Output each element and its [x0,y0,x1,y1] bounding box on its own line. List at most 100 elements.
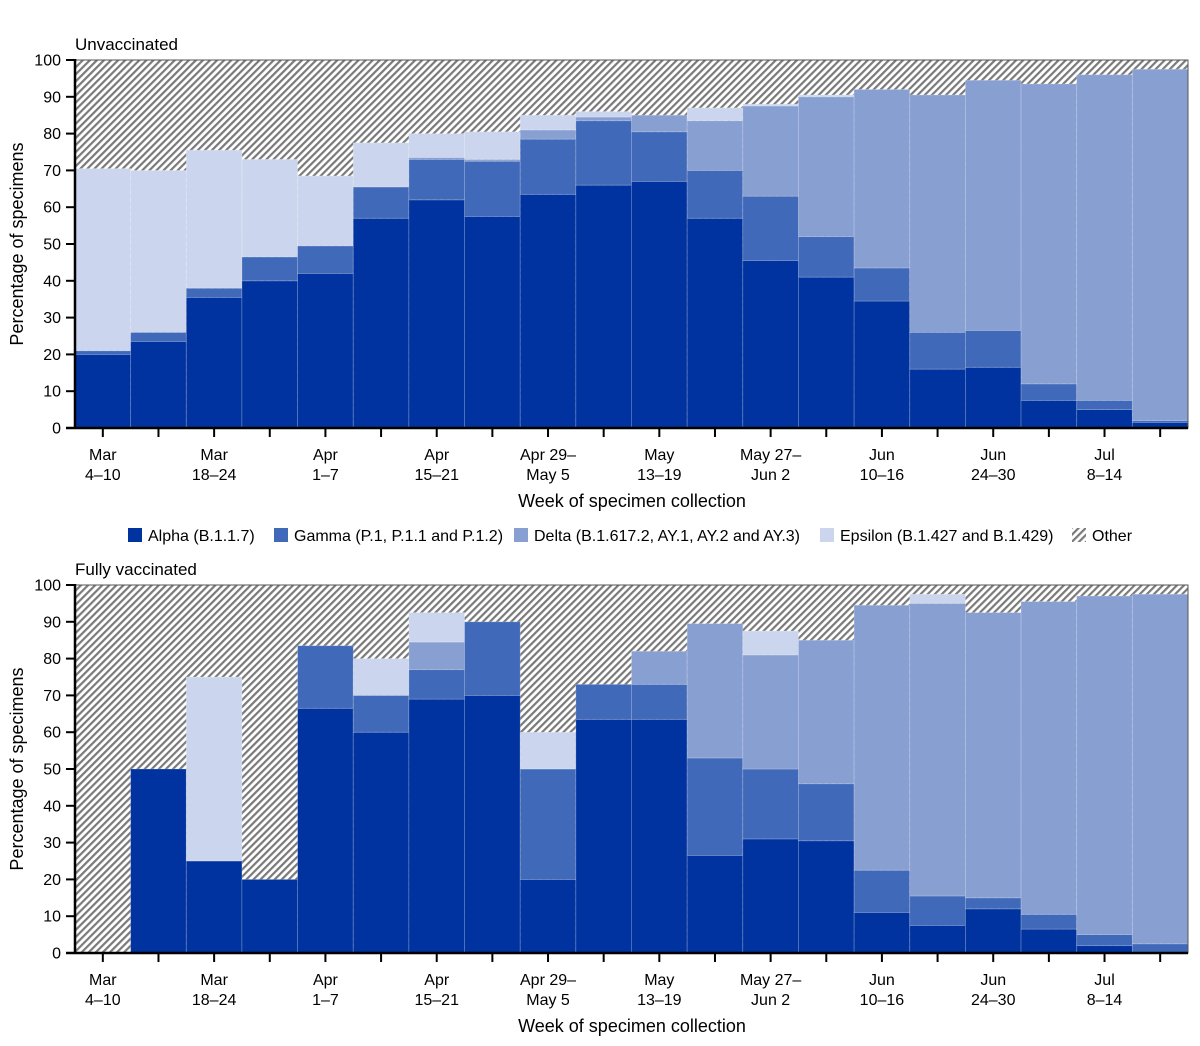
y-tick-label: 70 [43,163,61,180]
bar-delta [686,623,744,759]
x-tick-label: May 5 [526,992,570,1009]
bar-delta [686,120,744,171]
bar-delta [853,604,911,871]
bar-gamma [631,683,688,720]
y-tick-label: 80 [43,651,61,668]
x-tick-label: Apr [313,972,339,989]
legend-label-epsilon: Epsilon (B.1.427 and B.1.429) [840,528,1053,545]
bar-epsilon [352,142,410,188]
x-tick-label: Apr 29– [520,972,576,989]
x-tick-label: May 27– [740,447,801,464]
x-tick-label: Jun 2 [751,992,790,1009]
x-tick-label: 10–16 [860,467,905,484]
bar-gamma [74,350,132,355]
bar-gamma [853,267,911,302]
bar-gamma [1076,934,1133,947]
bar-alpha [909,925,966,954]
y-tick-label: 50 [43,762,61,779]
bar-gamma [241,256,298,282]
legend-swatch-epsilon [820,528,834,542]
bar-gamma [686,169,744,219]
x-tick-label: Mar [200,972,228,989]
y-axis-title: Percentage of specimens [7,142,27,345]
x-tick-label: Apr [424,972,450,989]
x-tick-label: 10–16 [860,992,905,1009]
x-tick-label: Apr [313,447,339,464]
bar-gamma [519,768,577,880]
x-tick-label: 18–24 [192,467,237,484]
bar-delta [909,603,966,897]
bar-gamma [297,245,354,274]
bar-delta [909,94,966,333]
y-tick-label: 100 [34,53,61,70]
y-tick-label: 40 [43,273,61,290]
legend-label-delta: Delta (B.1.617.2, AY.1, AY.2 and AY.3) [534,528,800,545]
bar-gamma [742,195,799,261]
x-tick-label: 4–10 [85,992,121,1009]
bar-epsilon [74,168,132,352]
x-tick-label: Mar [89,447,117,464]
bar-gamma [965,330,1022,368]
bar-gamma [464,621,521,696]
bar-gamma [742,768,799,840]
bar-gamma [909,895,966,926]
bar-delta [1131,593,1189,945]
bar-alpha [297,273,354,429]
x-tick-label: 13–19 [637,992,682,1009]
bar-epsilon [297,175,354,247]
x-tick-label: Apr 29– [520,447,576,464]
bar-alpha [297,707,354,954]
legend-swatch-gamma [274,528,288,542]
y-tick-label: 90 [43,614,61,631]
bar-epsilon [464,131,521,160]
bar-gamma [575,683,632,720]
y-tick-label: 10 [43,384,61,401]
bar-alpha [742,838,799,954]
bar-gamma [686,757,744,856]
bar-epsilon [742,103,799,107]
x-tick-label: May [644,972,674,989]
y-tick-label: 20 [43,872,61,889]
bar-gamma [853,869,911,913]
x-tick-label: 18–24 [192,992,237,1009]
bar-delta [408,641,465,671]
bar-delta [1131,68,1189,422]
bar-alpha [130,768,187,954]
bar-alpha [464,695,521,954]
y-tick-label: 100 [34,578,61,595]
x-tick-label: Jun [980,447,1006,464]
y-tick-label: 10 [43,909,61,926]
bar-delta [1076,595,1133,935]
bar-delta [798,639,855,785]
bar-delta [519,129,577,140]
panel-fully-vaccinated: 0 10 20 30 40 50 60 70 80 90 100 Mar 4–10 Mar 18–24 Apr… [7,560,1189,1036]
x-tick-label: 1–7 [312,992,339,1009]
x-tick-label: 8–14 [1087,467,1123,484]
panel-unvaccinated: 0 10 20 30 40 50 60 70 80 90 100 Mar 4–10 Mar 18–24 Apr… [7,35,1189,511]
y-axis-title: Percentage of specimens [7,667,27,870]
y-tick-label: 40 [43,798,61,815]
x-tick-label: Jun 2 [751,467,790,484]
bar-gamma [1076,399,1133,410]
bar-alpha [742,260,799,429]
legend-label-other: Other [1092,528,1133,545]
bar-gamma [575,120,632,186]
x-tick-label: Jul [1094,447,1114,464]
x-axis-title: Week of specimen collection [518,491,746,511]
bar-alpha [798,840,855,954]
bar-delta [1076,74,1133,401]
x-axis-title: Week of specimen collection [518,1016,746,1036]
y-tick-label: 60 [43,200,61,217]
x-tick-label: May 5 [526,467,570,484]
bar-alpha [241,280,298,429]
bar-delta [631,650,688,685]
x-tick-label: Mar [200,447,228,464]
x-tick-label: May [644,447,674,464]
bar-epsilon [352,658,410,696]
bar-alpha [352,731,410,954]
bar-gamma [408,158,465,201]
legend-swatch-other [1072,528,1086,542]
bar-alpha [909,368,966,429]
bar-alpha [519,193,577,429]
